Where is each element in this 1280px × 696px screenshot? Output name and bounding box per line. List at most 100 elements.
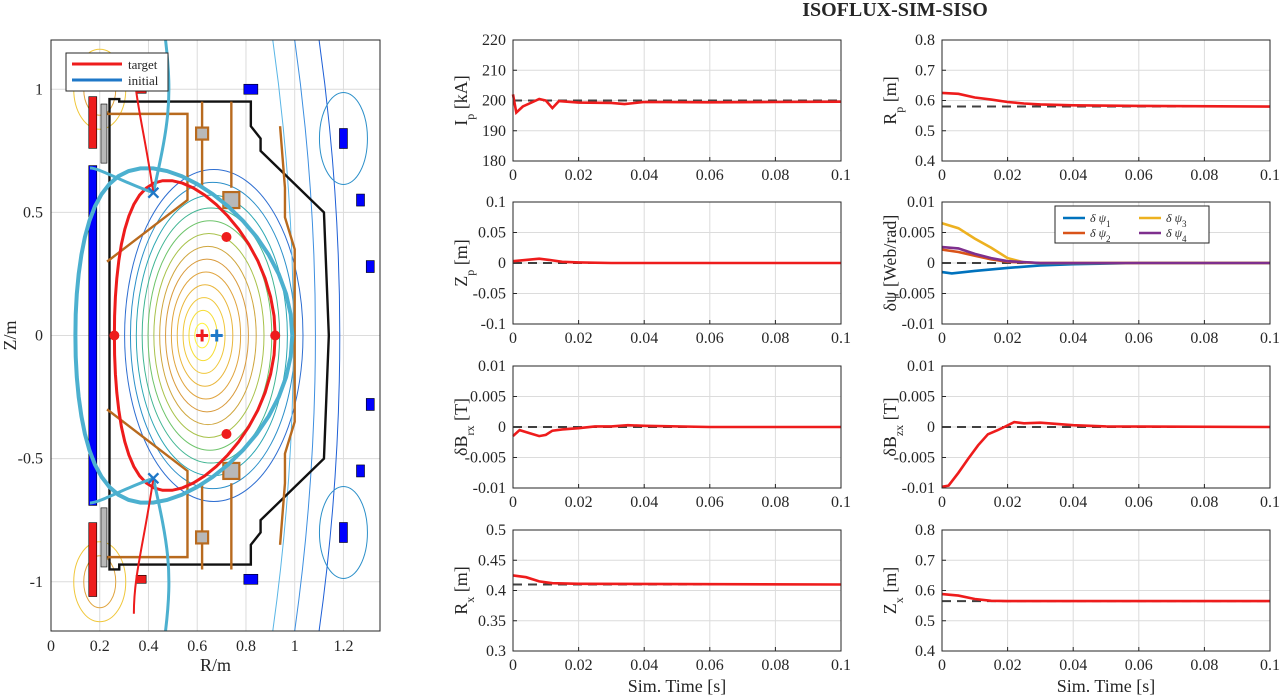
y-tick-label: -0.5 [18,451,43,468]
initial-divertor-leg [151,478,171,632]
coil-flux-loop [83,555,117,609]
x-tick-label: 0.06 [696,494,724,511]
legend-box [65,52,169,92]
flux-contour [165,258,249,413]
x-tick-label: 0.06 [696,167,724,184]
pf-coil [243,573,259,585]
flux-contour [182,297,226,374]
series-line [512,423,841,438]
y-tick-label: 0.3 [486,643,506,660]
y-tick-label: -1 [30,574,43,591]
legend-label: δ ψ3 [1166,211,1187,229]
y-tick-label: 0 [498,419,506,436]
x-tick-label: 0.08 [761,330,789,347]
x-tick-label: 0.04 [630,657,658,674]
x-tick-label: 0.08 [761,167,789,184]
y-tick-label: 0.01 [907,194,935,211]
y-tick-label: 0 [35,328,43,345]
y-axis-label: δψ [Web/rad] [880,215,900,312]
target-point [221,232,232,242]
x-tick-label: 0.04 [1059,167,1087,184]
x-axis-label: R/m [200,655,231,675]
series-line-3 [941,245,1270,265]
y-axis-label: Z/m [0,321,20,351]
x-tick-label: 0.1 [831,167,851,184]
passive-structure [278,126,296,545]
y-axis-label: Zx [m] [880,567,906,615]
x-tick-label: 0.02 [565,494,593,511]
y-tick-label: 180 [482,153,506,170]
y-tick-label: 0.7 [915,552,935,569]
legend-label: initial [128,73,159,88]
pf-coil [339,128,348,149]
x-tick-label: 0.04 [630,167,658,184]
pf-coil [243,83,259,95]
panel-zx: 0.8 0.7 0.6 0.5 0.40 0.02 0.04 0.06 0.08 0.1 Zx [m… [880,522,1280,674]
series-line [511,94,842,116]
vessel-wall [108,97,331,571]
x-tick-label: 0.06 [696,330,724,347]
y-tick-label: 190 [482,123,506,140]
y-axis-label: Rp [m] [880,76,906,125]
x-tick-label: 0.08 [1190,657,1218,674]
y-tick-label: -0.005 [465,450,506,467]
legend: δ ψ1δ ψ2 δ ψ3δ ψ4 [1054,205,1210,244]
y-tick-label: 200 [482,93,506,110]
plot-frame [941,201,1271,325]
x-tick-label: 0.04 [630,330,658,347]
y-axis-label: Ip [kA] [451,75,477,126]
pf-coil [356,464,365,478]
x-tick-label: 0.02 [565,330,593,347]
x-tick-label: 0.1 [1260,657,1280,674]
passive-element [194,530,210,545]
y-tick-label: 0.6 [915,583,935,600]
y-tick-label: 0.8 [915,32,935,49]
legend-label: target [128,57,158,72]
x-tick-label: 0.02 [994,657,1022,674]
solenoid-cap-bottom [88,522,98,597]
y-axis-label: δBrx [T] [451,398,477,456]
divertor-column-bottom [100,507,108,568]
x-tick-label: 0.8 [236,638,256,655]
x-tick-label: 0.08 [1190,167,1218,184]
x-tick-label: 0.06 [1125,494,1153,511]
x-tick-label: 0.08 [1190,330,1218,347]
x-tick-label: 0.1 [1260,494,1280,511]
passive-element [194,126,210,141]
series-line [941,420,1271,489]
field-line [318,39,341,632]
field-line [294,39,316,632]
y-tick-label: 0.8 [915,522,935,539]
y-tick-label: 220 [482,32,506,49]
x-tick-label: 0.1 [831,494,851,511]
y-axis-label: δBzx [T] [880,397,906,456]
initial-divertor-leg [89,476,154,505]
x-tick-label: 0 [938,167,946,184]
x-tick-label: 0.1 [1260,330,1280,347]
y-tick-label: 0.01 [907,358,935,375]
figure-title: ISOFLUX-SIM-SISO [802,0,988,21]
x-point-marker [147,186,160,199]
plot-frame [50,39,381,632]
series-line [512,574,842,586]
y-tick-label: -0.01 [902,316,935,333]
x-tick-label: 0.08 [1190,494,1218,511]
x-tick-label: 0.08 [761,657,789,674]
x-tick-label: 0.1 [1260,167,1280,184]
flux-contour [153,233,265,438]
y-tick-label: 0.6 [915,93,935,110]
x-tick-label: 0 [509,330,517,347]
coil-flux-loop [73,541,127,623]
initial-divertor-leg [89,166,154,195]
y-axis-label: Zp [m] [451,239,477,287]
x-tick-label: 0.4 [138,638,158,655]
series-line [512,257,841,265]
panel-rp: 0.8 0.7 0.6 0.5 0.40 0.02 0.04 0.06 0.08 0.1 Rp [m… [880,32,1280,184]
y-tick-label: -0.05 [473,286,506,303]
field-line [272,39,294,632]
y-tick-label: 0 [927,255,935,272]
